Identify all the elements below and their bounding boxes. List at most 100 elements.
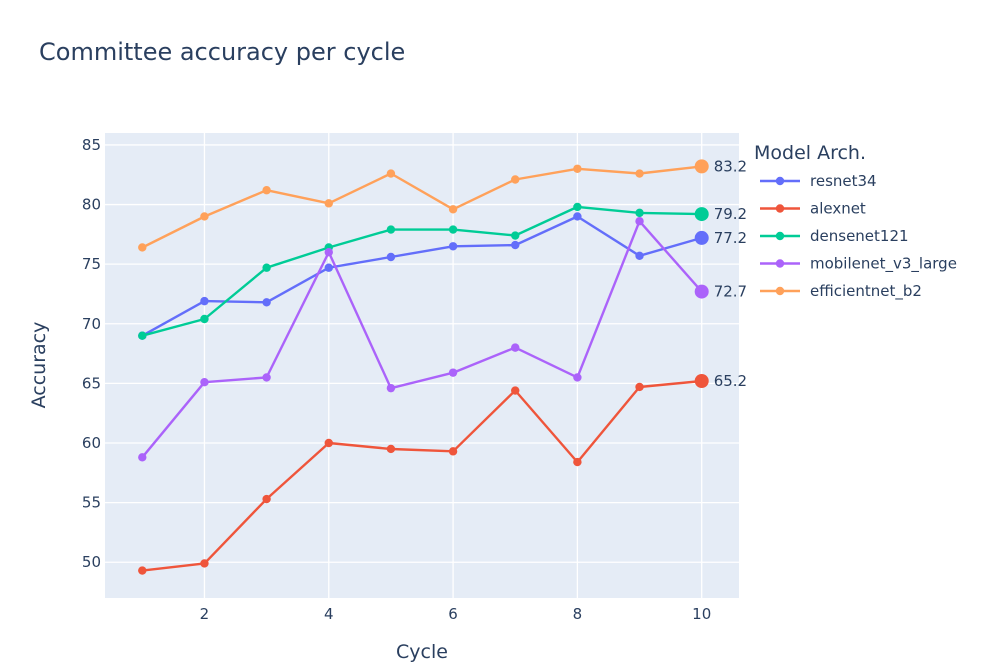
data-point — [200, 559, 209, 568]
grid — [105, 133, 739, 598]
data-point — [200, 377, 209, 387]
data-point — [324, 263, 333, 272]
y-tick-label: 55 — [82, 494, 101, 512]
data-point — [386, 225, 396, 234]
y-tick-label: 65 — [82, 374, 101, 392]
data-point — [448, 225, 458, 234]
y-tick-label: 50 — [82, 553, 101, 571]
data-point — [138, 566, 147, 575]
data-point — [138, 331, 147, 340]
data-point — [694, 159, 709, 174]
legend-swatch-marker — [775, 231, 785, 241]
data-point — [262, 494, 271, 504]
y-tick-label: 80 — [82, 196, 101, 214]
data-point — [573, 457, 582, 467]
data-point — [635, 382, 644, 392]
data-point — [324, 438, 333, 448]
legend-item-alexnet[interactable]: alexnet — [760, 200, 866, 218]
legend-item-resnet34[interactable]: resnet34 — [760, 172, 877, 190]
series-mobilenet_v3_large — [138, 217, 709, 462]
x-tick-label: 8 — [573, 605, 583, 623]
y-axis-ticks: 50 55 60 65 70 75 80 85 — [82, 136, 101, 571]
data-point — [386, 444, 396, 454]
series-alexnet — [138, 374, 709, 575]
data-point — [386, 169, 396, 178]
data-point — [200, 212, 209, 221]
y-tick-label: 75 — [82, 255, 101, 273]
data-point — [694, 284, 709, 299]
data-point — [448, 368, 458, 377]
data-point — [694, 230, 709, 245]
x-tick-label: 6 — [448, 605, 458, 623]
data-point — [262, 373, 271, 382]
legend-swatch-marker — [775, 259, 785, 268]
data-point — [635, 251, 644, 261]
series-layer — [138, 159, 709, 575]
series-line — [141, 215, 703, 337]
legend-label: alexnet — [810, 200, 866, 218]
x-axis-label: Cycle — [396, 641, 448, 663]
data-point — [511, 343, 520, 352]
y-axis-label: Accuracy — [28, 322, 50, 409]
data-point — [448, 447, 458, 456]
end-value-label: 79.2 — [714, 205, 747, 223]
series-resnet34 — [138, 212, 709, 340]
y-tick-label: 85 — [82, 136, 101, 154]
legend-label: resnet34 — [810, 172, 877, 190]
legend-item-mobilenet_v3_large[interactable]: mobilenet_v3_large — [760, 255, 957, 274]
legend-item-efficientnet_b2[interactable]: efficientnet_b2 — [760, 282, 922, 301]
data-point — [262, 298, 271, 307]
data-point — [200, 296, 209, 306]
data-point — [511, 386, 520, 395]
series-line — [141, 165, 702, 249]
x-tick-label: 2 — [200, 605, 210, 623]
data-point — [694, 207, 709, 222]
data-point — [324, 248, 333, 257]
x-axis-ticks: 2 4 6 8 10 — [200, 605, 712, 623]
legend-label: mobilenet_v3_large — [810, 255, 957, 274]
end-value-label: 83.2 — [714, 157, 747, 175]
data-point — [511, 240, 520, 250]
legend-swatch-marker — [775, 286, 785, 296]
y-tick-label: 70 — [82, 315, 101, 333]
data-point — [573, 212, 582, 221]
data-point — [386, 252, 396, 262]
series-line — [141, 219, 703, 459]
plot-area — [105, 133, 739, 598]
end-value-label: 72.7 — [714, 283, 747, 301]
legend-swatch-marker — [775, 176, 785, 186]
data-point — [573, 373, 582, 382]
data-point — [635, 217, 644, 226]
data-point — [386, 383, 396, 393]
data-point — [511, 175, 520, 184]
legend-label: efficientnet_b2 — [810, 282, 922, 301]
data-point — [324, 199, 333, 208]
series-line — [142, 379, 702, 572]
x-tick-label: 4 — [324, 605, 334, 623]
data-point — [138, 243, 147, 252]
legend-title: Model Arch. — [754, 142, 866, 164]
legend-item-densenet121[interactable]: densenet121 — [760, 227, 909, 245]
y-tick-label: 60 — [82, 434, 101, 452]
data-point — [448, 205, 458, 214]
end-value-label: 77.2 — [714, 229, 747, 247]
legend[interactable]: resnet34 alexnet densenet121 mobilenet_v3_l… — [760, 172, 957, 301]
data-point — [262, 263, 271, 272]
data-point — [200, 314, 209, 324]
legend-swatch-marker — [775, 204, 785, 213]
data-point — [262, 186, 271, 195]
data-point — [573, 164, 582, 173]
end-value-label: 65.2 — [714, 372, 747, 390]
chart-title: Committee accuracy per cycle — [39, 38, 405, 66]
data-point — [635, 169, 644, 178]
data-point — [138, 453, 147, 462]
data-point — [635, 208, 644, 218]
legend-label: densenet121 — [810, 227, 909, 245]
data-point — [694, 374, 709, 388]
series-line — [141, 205, 702, 337]
data-point — [511, 231, 520, 240]
series-efficientnet_b2 — [138, 159, 709, 252]
end-labels: 77.2 65.2 79.2 72.7 83.2 — [714, 157, 747, 390]
